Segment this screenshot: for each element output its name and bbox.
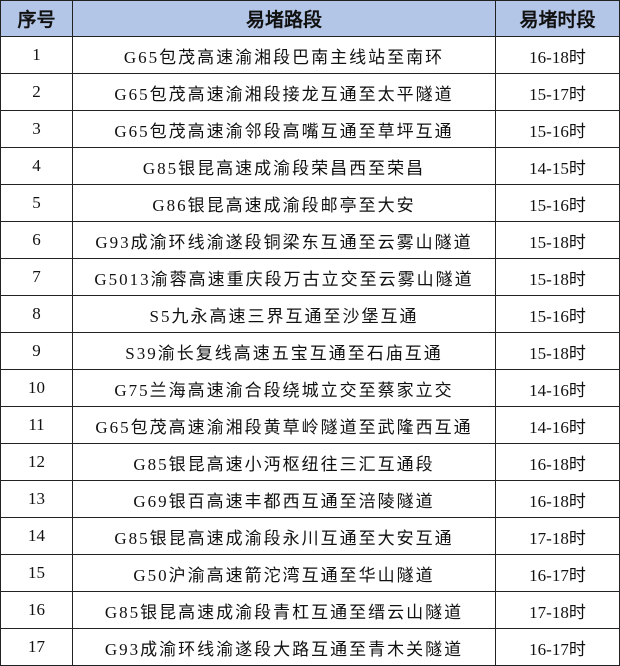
- table-row: 12 G85银昆高速小沔枢纽往三汇互通段 16-18时: [0, 443, 620, 481]
- header-number: 序号: [0, 0, 73, 37]
- row-number: 6: [0, 221, 73, 259]
- table-row: 4 G85银昆高速成渝段荣昌西至荣昌 14-15时: [0, 147, 620, 185]
- row-number: 5: [0, 184, 73, 222]
- table-row: 10 G75兰海高速渝合段绕城立交至蔡家立交 14-16时: [0, 369, 620, 407]
- row-number: 16: [0, 591, 73, 629]
- row-number: 14: [0, 517, 73, 555]
- row-number: 10: [0, 369, 73, 407]
- table-row: 14 G85银昆高速成渝段永川互通至大安互通 17-18时: [0, 517, 620, 555]
- row-number: 7: [0, 258, 73, 296]
- row-section: G93成渝环线渝遂段铜梁东互通至云雾山隧道: [72, 221, 496, 259]
- row-time: 16-18时: [495, 443, 620, 481]
- row-section: G50沪渝高速箭沱湾互通至华山隧道: [72, 554, 496, 592]
- row-number: 4: [0, 147, 73, 185]
- row-time: 15-16时: [495, 295, 620, 333]
- row-number: 17: [0, 628, 73, 666]
- row-number: 13: [0, 480, 73, 518]
- table-row: 6 G93成渝环线渝遂段铜梁东互通至云雾山隧道 15-18时: [0, 221, 620, 259]
- row-section: G85银昆高速成渝段永川互通至大安互通: [72, 517, 496, 555]
- row-section: G69银百高速丰都西互通至涪陵隧道: [72, 480, 496, 518]
- row-time: 17-18时: [495, 517, 620, 555]
- row-time: 16-18时: [495, 36, 620, 74]
- table-row: 8 S5九永高速三界互通至沙堡互通 15-16时: [0, 295, 620, 333]
- table-row: 3 G65包茂高速渝邻段高嘴互通至草坪互通 15-16时: [0, 110, 620, 148]
- table-row: 15 G50沪渝高速箭沱湾互通至华山隧道 16-17时: [0, 554, 620, 592]
- row-section: S39渝长复线高速五宝互通至石庙互通: [72, 332, 496, 370]
- row-time: 14-15时: [495, 147, 620, 185]
- row-time: 14-16时: [495, 369, 620, 407]
- table-row: 9 S39渝长复线高速五宝互通至石庙互通 15-18时: [0, 332, 620, 370]
- row-number: 11: [0, 406, 73, 444]
- table-row: 11 G65包茂高速渝湘段黄草岭隧道至武隆西互通 14-16时: [0, 406, 620, 444]
- table-row: 1 G65包茂高速渝湘段巴南主线站至南环 16-18时: [0, 36, 620, 74]
- row-time: 15-18时: [495, 258, 620, 296]
- row-time: 15-18时: [495, 332, 620, 370]
- row-section: G86银昆高速成渝段邮亭至大安: [72, 184, 496, 222]
- row-section: G5013渝蓉高速重庆段万古立交至云雾山隧道: [72, 258, 496, 296]
- row-time: 15-16时: [495, 110, 620, 148]
- header-time: 易堵时段: [495, 0, 620, 37]
- row-time: 17-18时: [495, 591, 620, 629]
- row-time: 14-16时: [495, 406, 620, 444]
- row-number: 3: [0, 110, 73, 148]
- row-time: 16-17时: [495, 628, 620, 666]
- row-number: 15: [0, 554, 73, 592]
- row-section: G85银昆高速小沔枢纽往三汇互通段: [72, 443, 496, 481]
- table-body: 1 G65包茂高速渝湘段巴南主线站至南环 16-18时 2 G65包茂高速渝湘段接龙互通…: [0, 36, 620, 666]
- row-time: 16-17时: [495, 554, 620, 592]
- table-row: 17 G93成渝环线渝遂段大路互通至青木关隧道 16-17时: [0, 628, 620, 666]
- row-number: 8: [0, 295, 73, 333]
- row-section: G65包茂高速渝湘段巴南主线站至南环: [72, 36, 496, 74]
- row-number: 12: [0, 443, 73, 481]
- row-number: 9: [0, 332, 73, 370]
- table-row: 7 G5013渝蓉高速重庆段万古立交至云雾山隧道 15-18时: [0, 258, 620, 296]
- header-row: 序号 易堵路段 易堵时段: [0, 0, 620, 37]
- row-time: 15-16时: [495, 184, 620, 222]
- row-section: G65包茂高速渝湘段黄草岭隧道至武隆西互通: [72, 406, 496, 444]
- table-row: 13 G69银百高速丰都西互通至涪陵隧道 16-18时: [0, 480, 620, 518]
- row-time: 16-18时: [495, 480, 620, 518]
- table-row: 2 G65包茂高速渝湘段接龙互通至太平隧道 15-17时: [0, 73, 620, 111]
- row-section: G75兰海高速渝合段绕城立交至蔡家立交: [72, 369, 496, 407]
- row-time: 15-17时: [495, 73, 620, 111]
- table-row: 5 G86银昆高速成渝段邮亭至大安 15-16时: [0, 184, 620, 222]
- row-section: S5九永高速三界互通至沙堡互通: [72, 295, 496, 333]
- row-section: G85银昆高速成渝段荣昌西至荣昌: [72, 147, 496, 185]
- row-section: G65包茂高速渝邻段高嘴互通至草坪互通: [72, 110, 496, 148]
- row-section: G93成渝环线渝遂段大路互通至青木关隧道: [72, 628, 496, 666]
- table-row: 16 G85银昆高速成渝段青杠互通至缙云山隧道 17-18时: [0, 591, 620, 629]
- header-section: 易堵路段: [72, 0, 496, 37]
- row-section: G65包茂高速渝湘段接龙互通至太平隧道: [72, 73, 496, 111]
- row-number: 2: [0, 73, 73, 111]
- row-time: 15-18时: [495, 221, 620, 259]
- row-section: G85银昆高速成渝段青杠互通至缙云山隧道: [72, 591, 496, 629]
- row-number: 1: [0, 36, 73, 74]
